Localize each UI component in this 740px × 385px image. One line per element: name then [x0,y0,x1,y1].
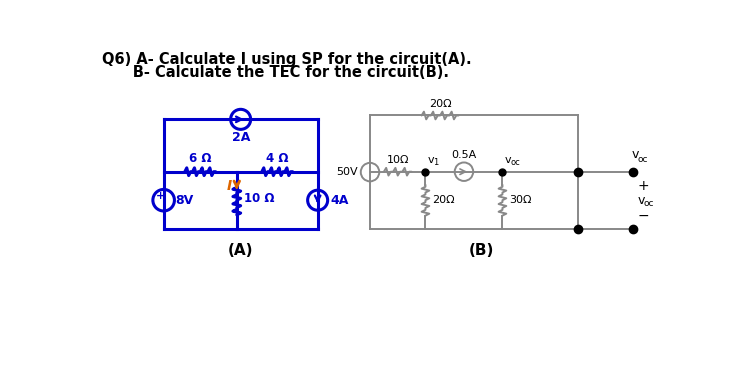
Text: +: + [637,179,649,193]
Text: (B): (B) [469,243,494,258]
Text: oc: oc [638,155,648,164]
Text: v: v [428,155,434,165]
Text: v: v [505,155,511,165]
Text: v: v [637,194,645,207]
Text: 20Ω: 20Ω [432,195,455,205]
Text: 10 Ω: 10 Ω [243,192,275,205]
Text: oc: oc [510,158,520,167]
Text: 30Ω: 30Ω [509,195,532,205]
Text: I: I [226,179,232,193]
Text: 10Ω: 10Ω [386,155,409,165]
Text: −: − [637,209,649,223]
Text: 6 Ω: 6 Ω [189,152,212,165]
Text: (A): (A) [228,243,253,258]
Text: 8V: 8V [175,194,193,207]
Text: 2A: 2A [232,131,251,144]
Text: oc: oc [643,199,654,208]
Text: v: v [632,148,639,161]
Text: 50V: 50V [336,167,357,177]
Text: 1: 1 [433,158,438,167]
Text: 20Ω: 20Ω [428,99,451,109]
Text: B- Calculate the TEC for the circuit(B).: B- Calculate the TEC for the circuit(B). [102,65,449,80]
Text: +: + [156,191,165,201]
Text: 4 Ω: 4 Ω [266,152,289,165]
Text: 4A: 4A [330,194,349,207]
Text: 0.5A: 0.5A [451,150,477,160]
Text: Q6) A- Calculate I using SP for the circuit(A).: Q6) A- Calculate I using SP for the circ… [102,52,471,67]
